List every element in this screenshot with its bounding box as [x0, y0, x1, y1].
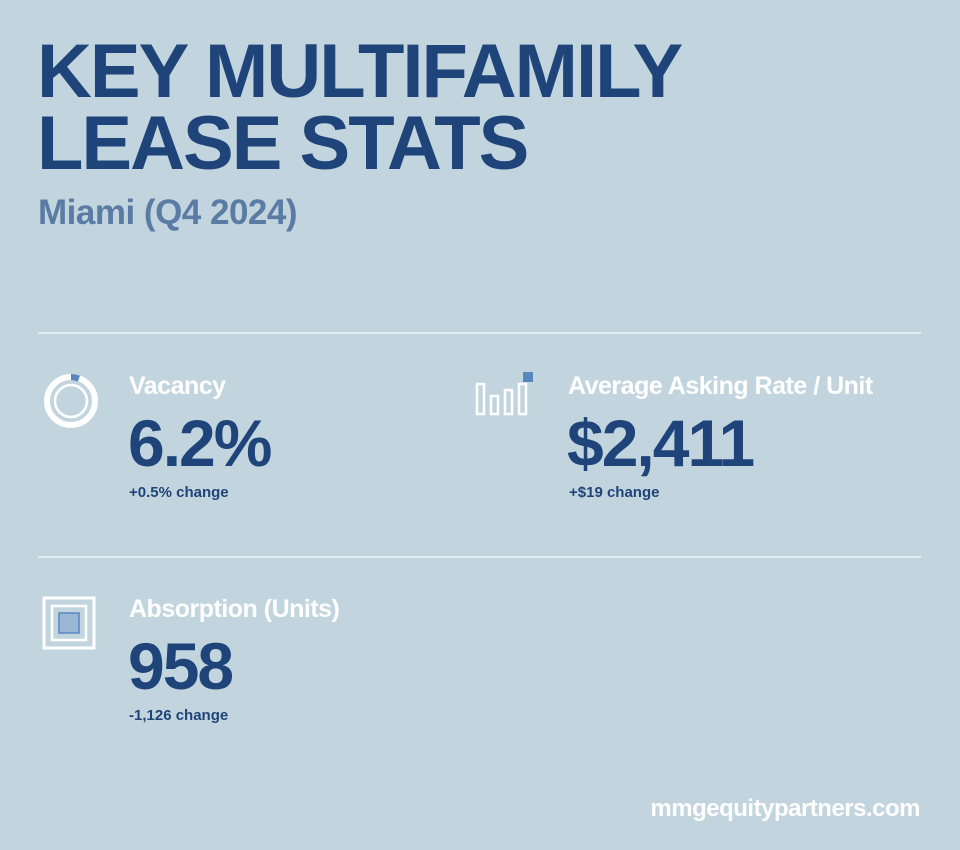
rate-change: +$19 change — [569, 484, 660, 501]
vacancy-change: +0.5% change — [129, 484, 229, 501]
page-title: KEY MULTIFAMILY LEASE STATS — [37, 29, 683, 186]
divider-middle — [38, 556, 921, 558]
website-link[interactable]: mmgequitypartners.com — [650, 795, 920, 822]
absorption-label: Absorption (Units) — [129, 595, 340, 623]
absorption-change: -1,126 change — [129, 707, 229, 724]
donut-ring-icon — [44, 374, 98, 428]
bar-chart-icon — [475, 372, 533, 416]
absorption-value: 958 — [128, 629, 234, 703]
vacancy-value: 6.2% — [128, 406, 272, 480]
vacancy-label: Vacancy — [129, 372, 226, 400]
page-subtitle: Miami (Q4 2024) — [38, 193, 298, 232]
nested-squares-icon — [42, 596, 96, 650]
rate-value: $2,411 — [567, 406, 755, 480]
divider-top — [38, 332, 921, 334]
rate-label: Average Asking Rate / Unit — [568, 372, 873, 400]
